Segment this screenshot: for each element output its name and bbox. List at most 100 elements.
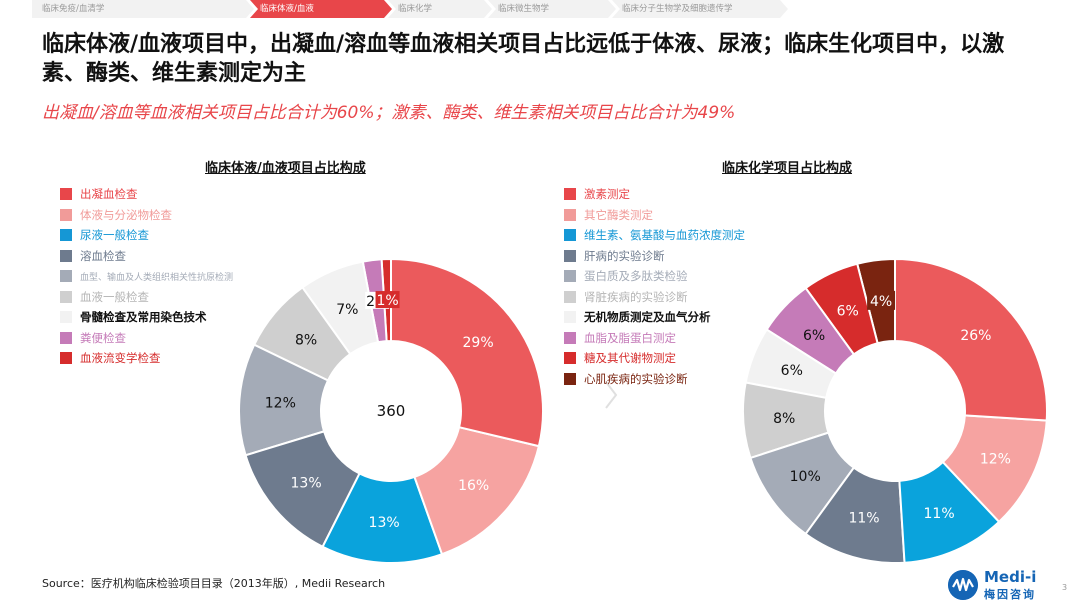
legend-swatch — [60, 290, 72, 303]
legend-item: 尿液一般检查 — [60, 225, 233, 246]
legend-label: 激素测定 — [584, 187, 630, 202]
data-label: 1% — [376, 293, 398, 309]
legend-item: 血脂及脂蛋白测定 — [564, 328, 745, 349]
data-label-background — [833, 300, 862, 320]
legend-label: 肾脏疾病的实验诊断 — [584, 289, 688, 304]
legend-swatch — [564, 249, 576, 262]
legend-item: 肝病的实验诊断 — [564, 246, 745, 267]
legend-label: 维生素、氨基酸与血药浓度测定 — [584, 228, 745, 243]
data-label: 26% — [960, 328, 991, 344]
legend-swatch — [564, 270, 576, 283]
data-label: 4% — [870, 294, 892, 310]
nav-item-chemistry[interactable]: 临床化学 — [388, 0, 492, 18]
data-label: 11% — [924, 506, 955, 522]
legend-swatch — [60, 331, 72, 344]
legend-swatch — [564, 208, 576, 221]
nav-item-label: 临床分子生物学及细胞遗传学 — [622, 4, 733, 14]
donut-center-label: 360 — [377, 402, 406, 420]
legend-item: 血型、输血及人类组织相关性抗原检测 — [60, 266, 233, 287]
legend-body-fluid: 出凝血检查体液与分泌物检查 尿液一般检查 溶血检查血型、输血及人类组织相关性抗原检测… — [60, 184, 233, 369]
medi-i-logo-icon — [948, 570, 978, 600]
donut-slice — [238, 343, 330, 457]
legend-swatch — [564, 372, 576, 385]
chart-title-chemistry: 临床化学项目占比构成 — [722, 161, 853, 176]
legend-swatch — [564, 290, 576, 303]
nav-item-microbiology[interactable]: 临床微生物学 — [488, 0, 616, 18]
legend-item: 无机物质测定及血气分析 — [564, 307, 745, 328]
legend-label: 体液与分泌物检查 — [80, 207, 172, 222]
legend-item: 体液与分泌物检查 — [60, 205, 233, 226]
donut-slice — [252, 286, 352, 382]
data-label: 7% — [336, 302, 358, 318]
legend-swatch — [564, 229, 576, 242]
legend-swatch — [564, 331, 576, 344]
legend-swatch — [60, 229, 72, 242]
donut-slice — [749, 431, 856, 536]
legend-label: 骨髓检查及常用染色技术 — [80, 310, 207, 325]
nav-item-immunology[interactable]: 临床免疫/血清学 — [32, 0, 254, 18]
data-label: 13% — [291, 475, 322, 491]
data-label: 8% — [773, 411, 795, 427]
data-label: 11% — [848, 511, 879, 527]
data-label: 12% — [265, 395, 296, 411]
page-number: 3 — [1062, 583, 1068, 592]
legend-item: 其它酶类测定 — [564, 205, 745, 226]
legend-item: 出凝血检查 — [60, 184, 233, 205]
donut-slice — [894, 257, 1048, 422]
legend-item: 糖及其代谢物测定 — [564, 348, 745, 369]
nav-item-molecular-biology[interactable]: 临床分子生物学及细胞遗传学 — [612, 0, 788, 18]
logo-name-cn: 梅因咨询 — [984, 588, 1036, 601]
legend-swatch — [60, 208, 72, 221]
legend-label: 血脂及脂蛋白测定 — [584, 330, 676, 345]
logo-name: Medi-i — [984, 568, 1037, 586]
donut-slice — [244, 430, 361, 549]
legend-label: 糖及其代谢物测定 — [584, 351, 676, 366]
nav-item-label: 临床微生物学 — [498, 4, 550, 14]
legend-item: 激素测定 — [564, 184, 745, 205]
legend-label: 尿液一般检查 — [80, 228, 149, 243]
data-label-background — [867, 290, 896, 310]
data-label: 6% — [781, 363, 803, 379]
page-title: 临床体液/血液项目中，出凝血/溶血等血液相关项目占比远低于体液、尿液；临床生化项… — [42, 32, 1005, 86]
donut-slice — [301, 260, 380, 356]
legend-item: 维生素、氨基酸与血药浓度测定 — [564, 225, 745, 246]
nav-item-label: 临床体液/血液 — [260, 4, 314, 14]
donut-slice — [941, 414, 1048, 524]
data-label: 13% — [369, 515, 400, 531]
data-label: 12% — [980, 451, 1011, 467]
donut-slice — [744, 328, 838, 400]
legend-item: 心肌疾病的实验诊断 — [564, 369, 745, 390]
data-label: 16% — [458, 478, 489, 494]
chart-title-body-fluid: 临床体液/血液项目占比构成 — [205, 161, 366, 176]
data-label: 6% — [803, 328, 825, 344]
legend-label: 心肌疾病的实验诊断 — [584, 371, 688, 386]
legend-item: 血液一般检查 — [60, 287, 233, 308]
legend-swatch — [564, 311, 576, 324]
donut-slice — [321, 472, 444, 564]
legend-label: 无机物质测定及血气分析 — [584, 310, 711, 325]
legend-swatch — [60, 270, 72, 283]
legend-swatch — [60, 311, 72, 324]
legend-label: 蛋白质及多肽类检验 — [584, 269, 688, 284]
legend-item: 粪便检查 — [60, 328, 233, 349]
legend-chemistry: 激素测定其它酶类测定维生素、氨基酸与血药浓度测定 肝病的实验诊断蛋白质及多肽类检验… — [564, 184, 745, 389]
data-label: 29% — [463, 335, 494, 351]
legend-swatch — [60, 249, 72, 262]
legend-item: 溶血检查 — [60, 246, 233, 267]
legend-label: 溶血检查 — [80, 248, 126, 263]
legend-swatch — [60, 352, 72, 365]
donut-slice — [804, 466, 906, 564]
nav-item-label: 临床化学 — [398, 4, 433, 14]
nav-item-label: 临床免疫/血清学 — [42, 4, 105, 14]
legend-swatch — [564, 352, 576, 365]
legend-label: 肝病的实验诊断 — [584, 248, 665, 263]
legend-item: 肾脏疾病的实验诊断 — [564, 287, 745, 308]
nav-item-body-fluid-blood[interactable]: 临床体液/血液 — [250, 0, 392, 18]
legend-swatch — [60, 188, 72, 201]
legend-label: 血型、输血及人类组织相关性抗原检测 — [80, 272, 234, 283]
data-label: 6% — [837, 304, 859, 320]
data-label-background — [375, 291, 400, 309]
donut-slice — [390, 257, 544, 448]
